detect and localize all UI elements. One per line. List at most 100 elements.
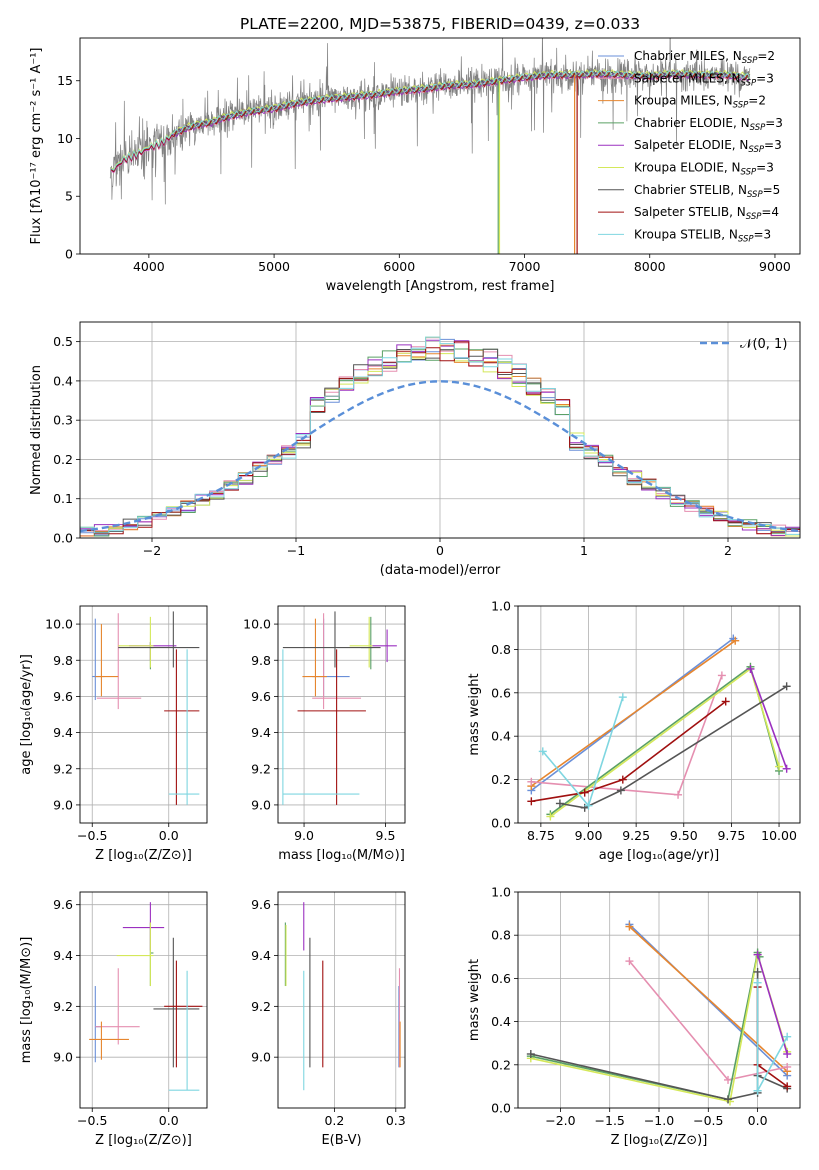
y-tick-label: 1.0 bbox=[491, 599, 511, 614]
errorbar-point bbox=[282, 649, 360, 805]
x-tick-label: 9.5 bbox=[376, 828, 396, 843]
y-tick-label: 9.0 bbox=[251, 1050, 271, 1065]
series-line bbox=[531, 700, 727, 803]
y-tick-label: 0.0 bbox=[491, 816, 511, 831]
x-tick-label: −1.5 bbox=[595, 1113, 625, 1128]
age-vs-z-plot-area bbox=[92, 611, 200, 805]
axes-frame bbox=[79, 605, 208, 824]
y-tick-label: 9.0 bbox=[251, 797, 271, 812]
y-tick-label: 0.6 bbox=[491, 971, 511, 986]
mass-weight-vs-age-grid bbox=[518, 605, 800, 824]
errorbar-point bbox=[372, 629, 397, 663]
spectrum-panel: 4000 5000 6000 7000 8000 9000 0 5 10 15 wavelength… bbox=[29, 37, 801, 294]
legend-entry: Salpeter MILES, NSSP=3 bbox=[634, 71, 774, 88]
x-tick-label: 2 bbox=[724, 543, 732, 558]
series-point bbox=[783, 1050, 792, 1058]
x-axis-label: Z [log₁₀(Z/Z⊙)] bbox=[611, 1133, 708, 1148]
y-tick-label: 9.0 bbox=[53, 1050, 73, 1065]
errorbar-point bbox=[122, 902, 165, 951]
errorbar-point bbox=[312, 618, 350, 697]
x-tick-label: 5000 bbox=[258, 259, 290, 274]
y-tick-label: 9.6 bbox=[251, 897, 271, 912]
x-tick-label: 0.3 bbox=[386, 1113, 406, 1128]
x-axis-label: age [log₁₀(age/yr)] bbox=[599, 848, 720, 863]
x-tick-label: 0 bbox=[436, 543, 444, 558]
x-tick-label: −2.0 bbox=[545, 1113, 575, 1128]
errorbar-point bbox=[116, 922, 154, 987]
series-point bbox=[724, 1075, 733, 1084]
x-axis-label: Z [log₁₀(Z/Z⊙)] bbox=[95, 1133, 192, 1148]
y-tick-label: 9.8 bbox=[251, 653, 271, 668]
x-tick-label: −1 bbox=[287, 543, 305, 558]
series-point bbox=[555, 799, 564, 808]
axes-frame bbox=[79, 891, 208, 1109]
series-point bbox=[782, 764, 791, 773]
series-point bbox=[618, 693, 627, 702]
x-tick-label: −0.5 bbox=[693, 1113, 723, 1128]
model-spectrum-line bbox=[111, 69, 751, 171]
y-tick-label: 9.2 bbox=[53, 761, 73, 776]
x-tick-label: −0.5 bbox=[77, 1113, 107, 1128]
series-point bbox=[753, 967, 762, 976]
y-tick-label: 0.4 bbox=[491, 729, 511, 744]
x-tick-label: 10.00 bbox=[761, 828, 797, 843]
series-point bbox=[783, 1032, 792, 1041]
x-tick-label: 9.50 bbox=[670, 828, 698, 843]
figure-title: PLATE=2200, MJD=53875, FIBERID=0439, z=0… bbox=[240, 15, 640, 33]
observed-spectrum-line bbox=[109, 38, 751, 205]
mass-vs-z-axes: −0.5 0.0 9.0 9.2 9.4 9.6 Z [log₁₀(Z/Z⊙)] mass [… bbox=[19, 891, 208, 1148]
mass-vs-ebv-plot-area bbox=[284, 902, 401, 1091]
age-vs-z-grid bbox=[80, 606, 207, 823]
age-vs-mass-grid bbox=[278, 606, 405, 823]
x-tick-label: 0.0 bbox=[159, 1113, 179, 1128]
x-tick-label: 6000 bbox=[383, 259, 415, 274]
y-tick-label: 0.3 bbox=[53, 413, 73, 428]
mass-weight-vs-age-plot-area bbox=[527, 634, 791, 821]
series-point bbox=[625, 957, 634, 966]
series-point bbox=[618, 775, 627, 784]
axes-frame bbox=[517, 605, 801, 824]
x-tick-label: 0.2 bbox=[324, 1113, 344, 1128]
series-point bbox=[724, 1095, 733, 1104]
y-tick-label: 15 bbox=[57, 73, 73, 88]
x-tick-label: 9.0 bbox=[294, 828, 314, 843]
y-axis-label: mass [log₁₀(M/M⊙)] bbox=[19, 937, 34, 1064]
y-tick-label: 0.4 bbox=[491, 1014, 511, 1029]
x-tick-label: 9.00 bbox=[575, 828, 603, 843]
errorbar-point bbox=[297, 649, 366, 805]
x-axis-label: Z [log₁₀(Z/Z⊙)] bbox=[95, 848, 192, 863]
series-point bbox=[584, 801, 593, 810]
y-tick-label: 5 bbox=[65, 189, 73, 204]
spectrum-axes: 4000 5000 6000 7000 8000 9000 0 5 10 15 wavelength… bbox=[29, 37, 801, 294]
legend-entry: Kroupa ELODIE, NSSP=3 bbox=[634, 161, 774, 178]
age-vs-mass-panel: 9.0 9.5 9.0 9.2 9.4 9.6 9.8 10.0 mass [log₁₀(M/M… bbox=[243, 605, 406, 863]
errorbar-point bbox=[302, 618, 327, 697]
series-point bbox=[527, 777, 536, 786]
y-tick-label: 10 bbox=[57, 131, 73, 146]
y-tick-label: 9.6 bbox=[53, 897, 73, 912]
errorbar-point bbox=[168, 970, 200, 1091]
series-point bbox=[527, 797, 536, 806]
series-point bbox=[783, 1082, 792, 1091]
series-point bbox=[782, 682, 791, 691]
series-point bbox=[580, 788, 589, 797]
mass-weight-vs-z-plot-area bbox=[526, 920, 792, 1106]
spectrum-legend: Chabrier MILES, NSSP=2 Salpeter MILES, NS… bbox=[598, 49, 783, 244]
errorbar-point bbox=[361, 616, 373, 670]
legend-entry: 𝒩(0, 1) bbox=[740, 337, 787, 352]
y-axis-label: age [log₁₀(age/yr)] bbox=[19, 654, 34, 775]
y-tick-label: 0 bbox=[65, 247, 73, 262]
legend-entry: Chabrier MILES, NSSP=2 bbox=[634, 49, 775, 66]
series-point bbox=[746, 664, 755, 673]
mass-vs-ebv-axes: 0.2 0.3 9.0 9.2 9.4 9.6 E(B-V) bbox=[251, 891, 406, 1148]
mass-vs-z-plot-area bbox=[89, 902, 203, 1091]
x-tick-label: 0.0 bbox=[748, 1113, 768, 1128]
errorbar-point bbox=[282, 611, 381, 668]
errorbar-point bbox=[95, 624, 119, 697]
errorbar-point bbox=[168, 649, 200, 805]
y-tick-label: 9.2 bbox=[251, 761, 271, 776]
histogram-legend: 𝒩(0, 1) bbox=[700, 337, 787, 352]
y-tick-label: 9.2 bbox=[251, 999, 271, 1014]
legend-entry: Salpeter STELIB, NSSP=4 bbox=[634, 205, 779, 222]
